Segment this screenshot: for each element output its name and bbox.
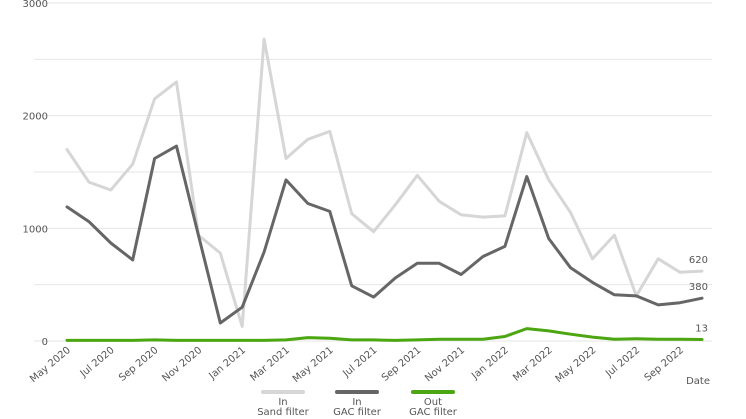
x-tick-label: Sep 2020 — [117, 345, 160, 384]
legend-label: Sand filter — [257, 407, 309, 418]
legend-label: In — [352, 397, 361, 408]
x-tick-label: Jul 2020 — [78, 345, 117, 380]
legend-label: GAC filter — [333, 407, 382, 418]
x-tick-label: Sep 2021 — [380, 345, 423, 384]
x-tick-label: Mar 2022 — [511, 345, 554, 384]
legend-label: Out — [424, 397, 442, 408]
series-line-3 — [65, 327, 704, 342]
x-tick-label: Jul 2021 — [340, 345, 379, 380]
legend-label: In — [278, 397, 287, 408]
y-tick-label: 3000 — [23, 0, 48, 10]
x-tick-label: Nov 2021 — [423, 345, 467, 384]
y-tick-label: 2000 — [23, 112, 48, 123]
x-axis-ticks: May 2020 Jul 2020 Sep 2020 Nov 2020 Jan 2021… — [28, 345, 686, 385]
end-value-label: 380 — [689, 282, 708, 293]
gridlines — [34, 2, 712, 342]
x-tick-label: Jan 2021 — [207, 345, 249, 382]
y-tick-label: 1000 — [23, 224, 48, 235]
end-value-label: 13 — [695, 324, 708, 335]
series-line-1 — [65, 37, 704, 328]
series-lines — [65, 37, 704, 342]
x-tick-label: Jul 2022 — [603, 345, 642, 380]
y-axis-ticks: 0 1000 2000 3000 — [23, 0, 48, 348]
x-tick-label: Sep 2022 — [643, 345, 686, 384]
x-axis-title: Date — [686, 376, 710, 387]
series-line-2 — [65, 144, 704, 325]
end-labels: 620 380 13 — [689, 255, 708, 334]
x-tick-label: May 2020 — [28, 345, 73, 385]
legend-label: GAC filter — [409, 407, 458, 418]
y-tick-label: 0 — [42, 337, 48, 348]
x-tick-label: May 2021 — [291, 345, 336, 385]
x-tick-label: Mar 2021 — [248, 345, 291, 384]
x-tick-label: Jan 2022 — [469, 345, 511, 382]
end-value-label: 620 — [689, 255, 708, 266]
x-tick-label: May 2022 — [554, 345, 599, 385]
x-tick-label: Nov 2020 — [160, 345, 204, 384]
